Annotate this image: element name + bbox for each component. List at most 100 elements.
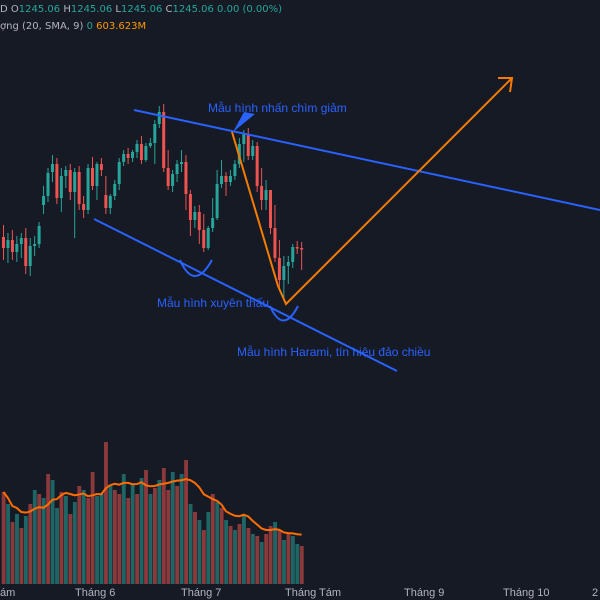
volume-bar [299,546,304,584]
candle [291,244,295,268]
piercing-pattern-label[interactable]: Mẫu hình xuyên thấu [157,295,269,310]
volume-bar [37,494,42,584]
volume-bar [233,530,237,584]
candle [77,166,81,210]
candle [171,170,175,192]
candle [95,162,99,200]
candle [37,222,41,248]
volume-bar [215,502,220,584]
volume-bar [55,508,59,584]
volume-bar [81,490,86,584]
volume-bar [117,494,122,584]
candles [2,104,304,300]
candle [99,158,103,176]
candle [166,150,170,190]
volume-bar [219,508,224,584]
low-label: L [115,4,121,15]
candle [175,160,179,182]
close-value: 1245.06 [172,4,214,15]
arrow-head-icon [498,77,514,93]
candle [286,256,290,284]
volume-bar [290,536,295,584]
candle [73,168,77,238]
candle [42,186,46,214]
piercing-curve-marker [179,259,213,277]
volume-bar [59,492,64,584]
volume-bar [166,490,171,584]
candle [15,236,19,262]
volume-bar [28,504,33,584]
volume-bar [157,480,162,584]
candle [153,120,157,164]
volume-bar [264,534,269,584]
volume-bar [90,472,95,584]
candle [202,214,206,252]
candle [224,172,228,196]
high-value: 1245.06 [70,4,113,15]
candle [19,233,23,258]
volume-bar [112,490,117,584]
engulfing-pattern-label[interactable]: Mẫu hình nhấn chìm giảm [208,100,347,115]
x-tick-label: Tháng 7 [181,587,221,599]
volume-sma-value: 603.623M [96,21,147,32]
candle [260,168,264,210]
candle [33,236,37,256]
high-label: H [63,4,71,15]
candle [104,176,108,214]
time-axis[interactable]: ám Tháng 6 Tháng 7 Tháng Tám Tháng 9 Thá… [0,587,598,599]
volume-bar [144,470,148,584]
volume-bar [277,530,282,584]
candle [113,180,117,200]
upper-trend-line[interactable] [133,109,600,211]
candle [282,256,286,300]
lower-trend-line[interactable] [93,218,398,372]
orange-projection-path[interactable] [231,77,513,306]
candle [277,240,281,290]
volume-bar [161,468,166,584]
candle [82,196,86,218]
volume-bar [121,474,126,584]
candle [117,158,121,190]
volume-bar [282,540,286,584]
volume-bar [224,520,229,584]
volume-bar [153,488,157,584]
candle [246,128,250,160]
volume-bar [50,480,55,584]
candle [197,205,201,244]
candle [59,168,63,212]
volume-bar [286,534,291,584]
open-label: O [10,4,19,15]
x-tick-label: ám [0,587,15,599]
candle [144,143,148,162]
blue-arrow-icon [233,112,255,132]
candle [64,166,68,188]
candle [215,170,219,220]
x-tick-label: Tháng 10 [503,587,549,599]
volume-indicator-label[interactable]: ợng (20, SMA, 9) [0,21,84,32]
ohlc-legend: D O1245.06 H1245.06 L1245.06 C1245.06 0.… [0,4,282,15]
x-tick-label: Tháng 9 [404,587,444,599]
volume-bar [259,542,264,584]
volume-bar [77,486,82,584]
candle [184,155,188,210]
change-value: 0.00 (0.00%) [217,4,283,15]
volume-bar [255,536,260,584]
volume-bar [15,514,19,584]
volume-bar [104,442,108,584]
volume-legend: ợng (20, SMA, 9) 0 603.623M [0,21,146,32]
volume-bar [250,534,255,584]
volume-bar [23,516,28,584]
candle [126,148,130,164]
volume-pane [1,442,304,584]
harami-pattern-label[interactable]: Mẫu hình Harami, tín hiệu đảo chiều [237,344,430,359]
candle [188,190,192,236]
volume-bar [246,528,251,584]
candle [2,225,5,260]
candle [122,150,126,166]
candle [273,205,277,262]
volume-bar [295,544,300,584]
candle [46,168,50,202]
candle [86,164,90,214]
